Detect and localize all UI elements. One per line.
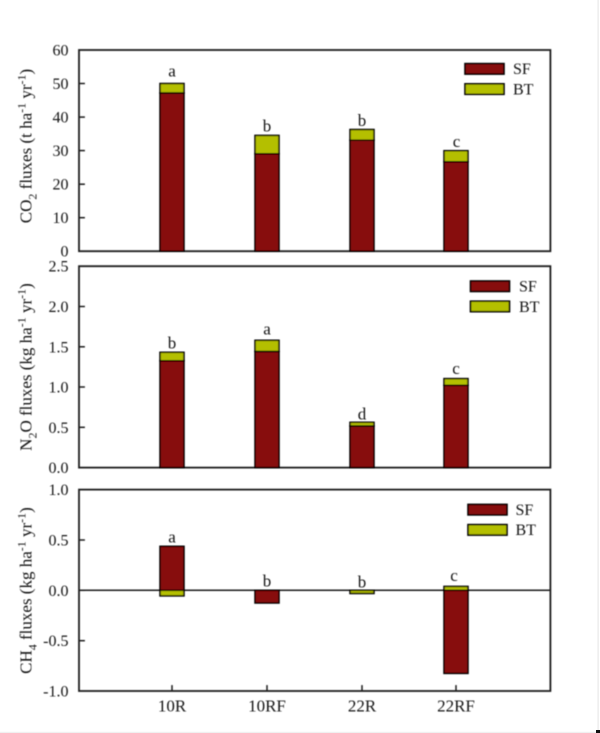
svg-text:0: 0 — [61, 244, 69, 261]
svg-text:SF: SF — [516, 502, 534, 519]
svg-text:10: 10 — [53, 210, 69, 227]
svg-text:10RF: 10RF — [248, 697, 286, 716]
svg-text:c: c — [453, 132, 461, 151]
svg-text:10R: 10R — [158, 697, 187, 716]
svg-text:0.0: 0.0 — [49, 460, 69, 477]
svg-text:0.0: 0.0 — [49, 583, 69, 600]
svg-text:1.5: 1.5 — [49, 339, 69, 356]
svg-text:-1.0: -1.0 — [43, 684, 68, 701]
svg-text:a: a — [168, 528, 176, 547]
svg-text:0.5: 0.5 — [49, 533, 69, 550]
svg-text:20: 20 — [53, 177, 69, 194]
svg-text:SF: SF — [513, 61, 531, 78]
svg-text:b: b — [358, 111, 367, 130]
svg-text:b: b — [358, 573, 367, 592]
svg-text:BT: BT — [513, 81, 534, 98]
svg-text:60: 60 — [53, 43, 69, 60]
svg-text:d: d — [358, 405, 367, 424]
svg-text:2.5: 2.5 — [49, 259, 69, 276]
svg-text:BT: BT — [516, 522, 537, 539]
svg-text:50: 50 — [53, 76, 69, 93]
svg-text:a: a — [168, 62, 176, 81]
svg-text:c: c — [452, 359, 460, 378]
svg-text:b: b — [168, 334, 177, 353]
svg-text:SF: SF — [519, 279, 537, 296]
svg-text:1.0: 1.0 — [49, 380, 69, 397]
svg-text:CO2​ fluxes (t ha-1​ yr-1​): CO2​ fluxes (t ha-1​ yr-1​) — [15, 69, 40, 223]
svg-text:a: a — [263, 320, 271, 339]
svg-text:22RF: 22RF — [437, 697, 475, 716]
svg-text:BT: BT — [519, 299, 540, 316]
svg-text:0.5: 0.5 — [49, 420, 69, 437]
svg-text:22R: 22R — [348, 697, 377, 716]
svg-text:40: 40 — [53, 110, 69, 127]
svg-text:1.0: 1.0 — [49, 482, 69, 499]
svg-text:c: c — [450, 566, 458, 585]
svg-text:30: 30 — [53, 143, 69, 160]
svg-text:2.0: 2.0 — [49, 299, 69, 316]
svg-text:b: b — [263, 572, 272, 591]
svg-text:N2​O fluxes (kg ha-1​ yr-1​): N2​O fluxes (kg ha-1​ yr-1​) — [15, 283, 40, 451]
svg-text:b: b — [263, 117, 272, 136]
svg-text:-0.5: -0.5 — [43, 633, 68, 650]
